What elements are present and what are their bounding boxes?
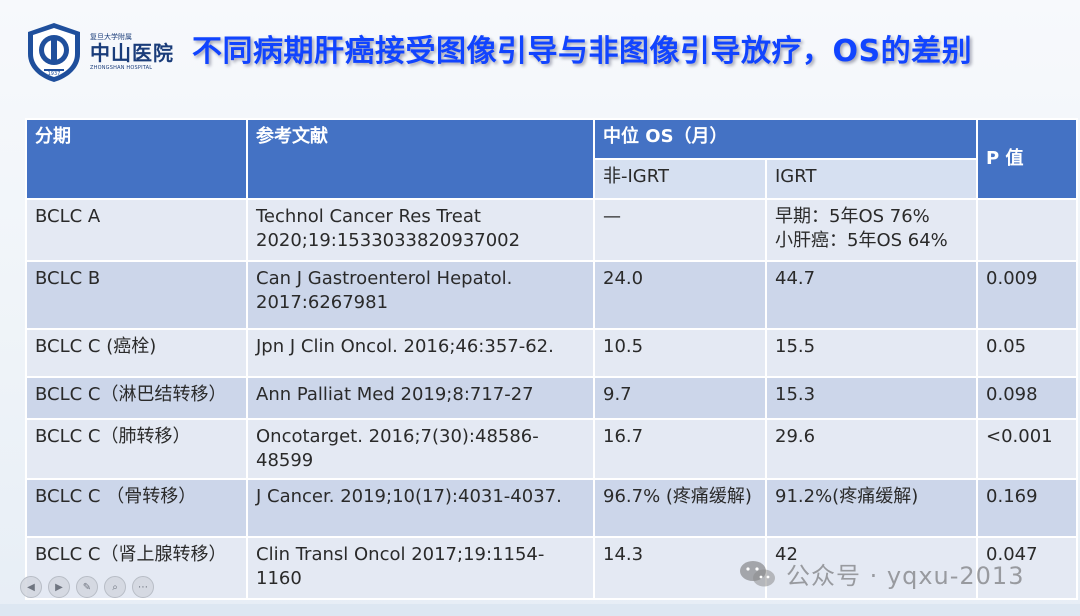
wechat-icon [740,560,775,586]
logo-text: 复旦大学附属 中山医院 ZHONGSHAN HOSPITAL [90,33,182,72]
cell-igrt: 早期：5年OS 76% 小肝癌：5年OS 64% [764,198,979,262]
cell-igrt: 44.7 [764,260,979,330]
watermark-text: 公众号 · yqxu-2013 [786,562,1025,590]
logo-english-name: ZHONGSHAN HOSPITAL [90,64,153,71]
cell-reference: Technol Cancer Res Treat 2020;19:1533033… [246,198,595,262]
cell-reference: Jpn J Clin Oncol. 2016;46:357-62. [246,328,595,378]
cell-p-value: 0.169 [976,478,1079,538]
logo-affiliation: 复旦大学附属 [90,32,132,41]
cell-reference: Clin Transl Oncol 2017;19:1154-1160 [246,536,595,600]
footer-bar [0,604,1080,616]
table-row: BCLC C（淋巴结转移） Ann Palliat Med 2019;8:717-… [25,376,1079,420]
cell-non-igrt: 96.7% (疼痛缓解) [593,478,767,538]
table-row: BCLC C（肺转移） Oncotarget. 2016;7(30):48586-… [25,418,1079,480]
table-row: BCLC C (癌栓) Jpn J Clin Oncol. 2016;46:357… [25,328,1079,378]
cell-stage: BCLC A [25,198,248,262]
cell-reference: J Cancer. 2019;10(17):4031-4037. [246,478,595,538]
cell-igrt: 29.6 [764,418,979,480]
watermark: 公众号 · yqxu-2013 [738,556,1024,591]
cell-stage: BCLC C （骨转移） [25,478,248,538]
cell-stage: BCLC B [25,260,248,330]
table-row: BCLC C（肾上腺转移） Clin Transl Oncol 2017;19:1… [25,536,1079,600]
prev-slide-icon[interactable]: ◀ [20,576,42,598]
header-p-value: P 值 [976,118,1079,200]
slide-title: 不同病期肝癌接受图像引导与非图像引导放疗，OS的差别 [192,34,973,69]
hospital-logo-icon: 1937 [22,20,86,84]
header-non-igrt: 非-IGRT [593,158,767,200]
cell-non-igrt: 10.5 [593,328,767,378]
next-slide-icon[interactable]: ▶ [48,576,70,598]
table-row: BCLC B Can J Gastroenterol Hepatol. 2017:… [25,260,1079,330]
cell-p-value: 0.05 [976,328,1079,378]
cell-non-igrt: 16.7 [593,418,767,480]
cell-stage: BCLC C（肺转移） [25,418,248,480]
cell-p-value: 0.047 [976,536,1079,600]
more-icon[interactable]: ⋯ [132,576,154,598]
cell-reference: Can J Gastroenterol Hepatol. 2017:626798… [246,260,595,330]
cell-reference: Oncotarget. 2016;7(30):48586-48599 [246,418,595,480]
table-body: BCLC A Technol Cancer Res Treat 2020;19:1… [25,198,1079,600]
header-igrt: IGRT [764,158,979,200]
cell-p-value: 0.009 [976,260,1079,330]
cell-non-igrt: 9.7 [593,376,767,420]
cell-igrt: 42 [764,536,979,600]
cell-non-igrt: 14.3 [593,536,767,600]
cell-p-value: 0.098 [976,376,1079,420]
hospital-logo: 1937 复旦大学附属 中山医院 ZHONGSHAN HOSPITAL [22,20,182,84]
slide-controls: ◀ ▶ ✎ ⌕ ⋯ [20,576,154,598]
header-reference: 参考文献 [246,118,595,200]
cell-stage: BCLC C（淋巴结转移） [25,376,248,420]
cell-p-value [976,198,1079,262]
cell-stage: BCLC C (癌栓) [25,328,248,378]
cell-igrt: 91.2%(疼痛缓解) [764,478,979,538]
cell-igrt: 15.5 [764,328,979,378]
header-stage: 分期 [25,118,248,200]
cell-igrt: 15.3 [764,376,979,420]
cell-non-igrt: — [593,198,767,262]
table-row: BCLC A Technol Cancer Res Treat 2020;19:1… [25,198,1079,262]
cell-non-igrt: 24.0 [593,260,767,330]
cell-reference: Ann Palliat Med 2019;8:717-27 [246,376,595,420]
cell-p-value: <0.001 [976,418,1079,480]
table-row: BCLC C （骨转移） J Cancer. 2019;10(17):4031-4… [25,478,1079,538]
logo-year: 1937 [48,71,61,77]
header-median-os: 中位 OS（月） [592,118,979,160]
pen-icon[interactable]: ✎ [76,576,98,598]
zoom-icon[interactable]: ⌕ [104,576,126,598]
logo-name: 中山医院 [90,40,174,65]
